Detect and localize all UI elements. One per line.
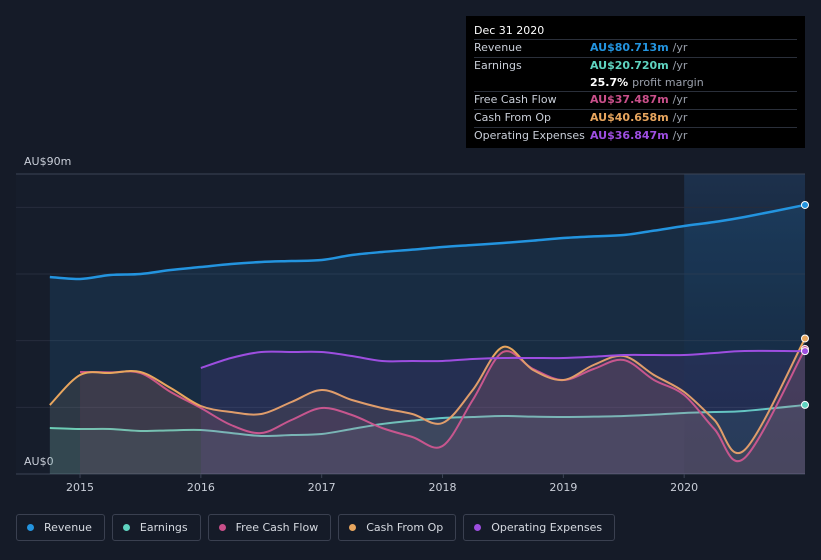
series-area (80, 349, 806, 474)
series-line (49, 403, 806, 438)
legend-swatch (122, 524, 130, 531)
x-tick-label: 2015 (66, 481, 94, 494)
y-tick-label: AU$0 (24, 455, 54, 468)
tooltip-row: Operating Expenses AU$36.847m/yr (474, 126, 797, 145)
tooltip-label: Cash From Op (474, 111, 552, 125)
series-area (49, 404, 806, 474)
end-point (801, 334, 809, 343)
series-line (200, 349, 806, 369)
tooltip-value: AU$40.658m (590, 111, 669, 125)
chart: AU$0 AU$90m 2015 2016 2017 2018 2019 2020 (16, 155, 809, 494)
tooltip-value: AU$36.847m (590, 128, 669, 142)
tooltip-date: Dec 31 2020 (474, 24, 545, 37)
tooltip-label: Free Cash Flow (474, 93, 557, 107)
tooltip-label (474, 75, 590, 92)
x-tick-label: 2016 (187, 481, 215, 494)
tooltip-unit: /yr (672, 41, 688, 54)
legend-label: Earnings (139, 521, 188, 534)
x-tick-label: 2019 (549, 481, 577, 494)
tooltip-unit: /yr (672, 58, 688, 72)
x-tick-label: 2017 (308, 481, 336, 494)
tooltip-row: Revenue AU$80.713m/yr (474, 39, 797, 57)
end-point (801, 347, 809, 356)
legend-label: Cash From Op (366, 521, 444, 534)
tooltip-row: Cash From Op AU$40.658m/yr (474, 109, 797, 127)
tooltip-value: AU$37.487m (590, 93, 669, 107)
x-tick-label: 2018 (429, 481, 457, 494)
tooltip-value: AU$20.720m (590, 58, 669, 72)
series-line (80, 348, 806, 462)
legend-label: Free Cash Flow (235, 521, 319, 534)
tooltip-label: Operating Expenses (474, 128, 585, 142)
legend-swatch (218, 524, 226, 531)
plot-background (16, 174, 805, 474)
legend-item[interactable]: Free Cash Flow (207, 514, 332, 541)
series-area (49, 204, 806, 474)
tooltip-value: AU$80.713m (590, 41, 669, 54)
tooltip-label: Earnings (474, 58, 522, 72)
tooltip-value: 25.7% (590, 75, 629, 89)
tooltip: Dec 31 2020 Revenue AU$80.713m/yr Earnings… (466, 16, 805, 148)
end-point (801, 400, 809, 409)
tooltip-row: Earnings AU$20.720m/yr (474, 56, 797, 75)
legend-item[interactable]: Earnings (111, 514, 201, 541)
tooltip-unit: /yr (672, 128, 688, 142)
legend-swatch (27, 524, 34, 531)
tooltip-unit: /yr (672, 111, 688, 125)
series-area (200, 350, 805, 474)
tooltip-unit: /yr (672, 93, 688, 107)
legend-item[interactable]: Operating Expenses (463, 514, 616, 541)
legend-swatch (349, 524, 357, 531)
legend-label: Operating Expenses (491, 521, 603, 534)
legend-item[interactable]: Revenue (16, 514, 105, 541)
tooltip-label: Revenue (474, 41, 522, 54)
y-tick-label: AU$90m (24, 155, 71, 168)
tooltip-unit: profit margin (632, 75, 704, 89)
legend: Revenue Earnings Free Cash Flow Cash From O… (16, 514, 616, 541)
series-line (49, 203, 806, 281)
series-line (49, 337, 806, 454)
tooltip-row: 25.7% profit margin (474, 75, 797, 92)
tooltip-row: Free Cash Flow AU$37.487m/yr (474, 91, 797, 109)
legend-swatch (474, 524, 482, 531)
x-tick-label: 2020 (670, 481, 698, 494)
series-area (49, 338, 806, 474)
end-point (801, 200, 809, 209)
legend-item[interactable]: Cash From Op (338, 514, 457, 541)
legend-label: Revenue (44, 521, 92, 534)
